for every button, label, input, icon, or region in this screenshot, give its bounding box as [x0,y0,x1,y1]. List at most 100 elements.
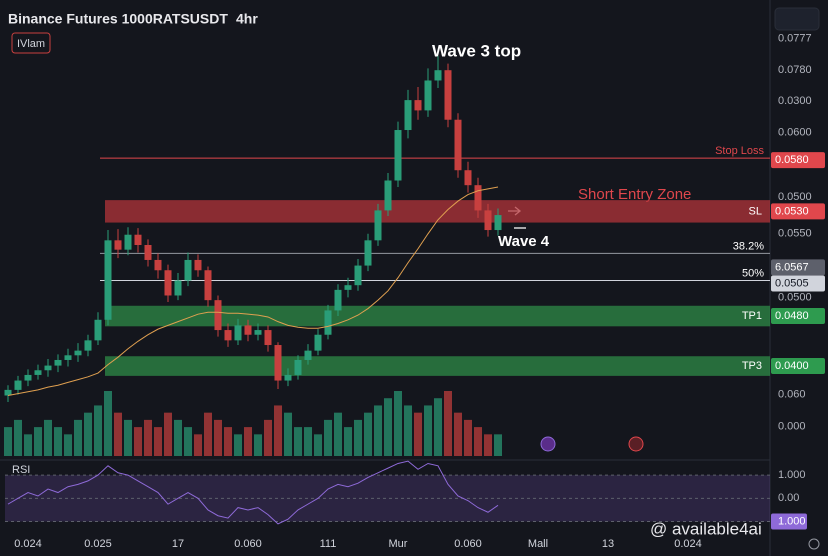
rsi-tick-label: 1.000 [778,515,806,527]
volume-bar [374,405,382,456]
level-label: 50% [742,267,764,279]
volume-bar [4,427,12,456]
candle-body [184,259,192,281]
volume-bar [294,427,302,456]
event-icon[interactable] [628,436,644,452]
candle-body [104,240,112,320]
settings-icon[interactable] [808,538,820,550]
x-tick-label: 13 [602,538,614,550]
volume-bar [464,419,472,456]
price-tag-label: 0.0480 [775,310,809,322]
candle-body [124,234,132,250]
price-tag [771,203,825,220]
y-tick-label: 0.0550 [778,228,812,240]
volume-bar [134,427,142,456]
volume-bar [34,427,42,456]
watermark: @ available4ai [650,519,762,538]
candle-body [494,215,502,231]
candle-body [354,265,362,286]
candle-body [394,130,402,181]
badge[interactable]: IVlam [17,38,45,50]
volume-bar [64,434,72,456]
volume-bar [124,419,132,456]
candle-body [474,185,482,211]
candle-body [24,374,32,381]
volume-bar [174,419,182,456]
price-tag-label: 0.0530 [775,205,809,217]
volume-bar [224,427,232,456]
price-tag-label: 6.0567 [775,261,809,273]
volume-bar [404,405,412,456]
y-tick-label: 0.0500 [778,291,812,303]
volume-bar [234,434,242,456]
price-tag [771,308,825,325]
annotation: Wave 3 top [432,41,521,60]
volume-bar [214,419,222,456]
rsi-tick-label: 1.000 [778,469,806,481]
volume-bar [54,427,62,456]
candle-body [114,240,122,250]
y-tick-label: 0.0600 [778,127,812,139]
candle-body [224,330,232,341]
price-tag-label: 0.0400 [775,360,809,372]
candle-body [304,350,312,360]
x-tick-label: Mall [528,538,548,550]
candle-body [4,389,12,396]
price-tag [771,152,825,169]
volume-bar [484,434,492,456]
candle-body [84,340,92,351]
volume-bar [74,419,82,456]
x-tick-label: 17 [172,538,184,550]
volume-bar [114,412,122,456]
volume-bar [204,412,212,456]
volume-bar [144,419,152,456]
candle-body [314,334,322,351]
candle-body [34,370,42,375]
volume-bar [414,412,422,456]
candle-body [414,100,422,111]
candle-body [214,300,222,331]
candle-body [274,345,282,381]
candle-body [254,330,262,335]
volume-bar [44,419,52,456]
candle-body [424,80,432,111]
annotation: Wave 4 [498,233,550,250]
candle-body [94,319,102,341]
candle-body [384,180,392,211]
x-tick-label: 0.024 [14,538,42,550]
candle-body [334,289,342,311]
candle-body [54,359,62,366]
volume-bar [184,427,192,456]
candle-body [194,259,202,271]
price-tag [771,275,825,292]
chart-title: Binance Futures 1000RATSUSDT [8,11,228,27]
rsi-tag [771,513,807,530]
candle-body [374,210,382,241]
candle-body [444,70,452,120]
volume-bar [254,434,262,456]
zone [105,356,770,376]
volume-bar [334,412,342,456]
toolbar-button[interactable] [774,7,820,31]
y-tick-label: 0.0500 [778,191,812,203]
volume-bar [344,427,352,456]
volume-bar [394,391,402,456]
event-icon[interactable] [540,436,556,452]
candle-body [264,330,272,346]
candle-body [324,310,332,335]
badge-box[interactable] [11,32,51,54]
y-tick-label: 0.0300 [778,95,812,107]
volume-bar [444,391,452,456]
x-tick-label: 0.060 [454,538,482,550]
candle-body [44,365,52,371]
interval: 4hr [236,11,258,27]
zone-label: TP3 [742,360,762,372]
volume-bar [164,412,172,456]
volume-bar [494,434,502,456]
candle-body [244,325,252,335]
x-tick-label: 111 [320,538,337,550]
volume-bar [434,398,442,456]
volume-bar [194,434,202,456]
